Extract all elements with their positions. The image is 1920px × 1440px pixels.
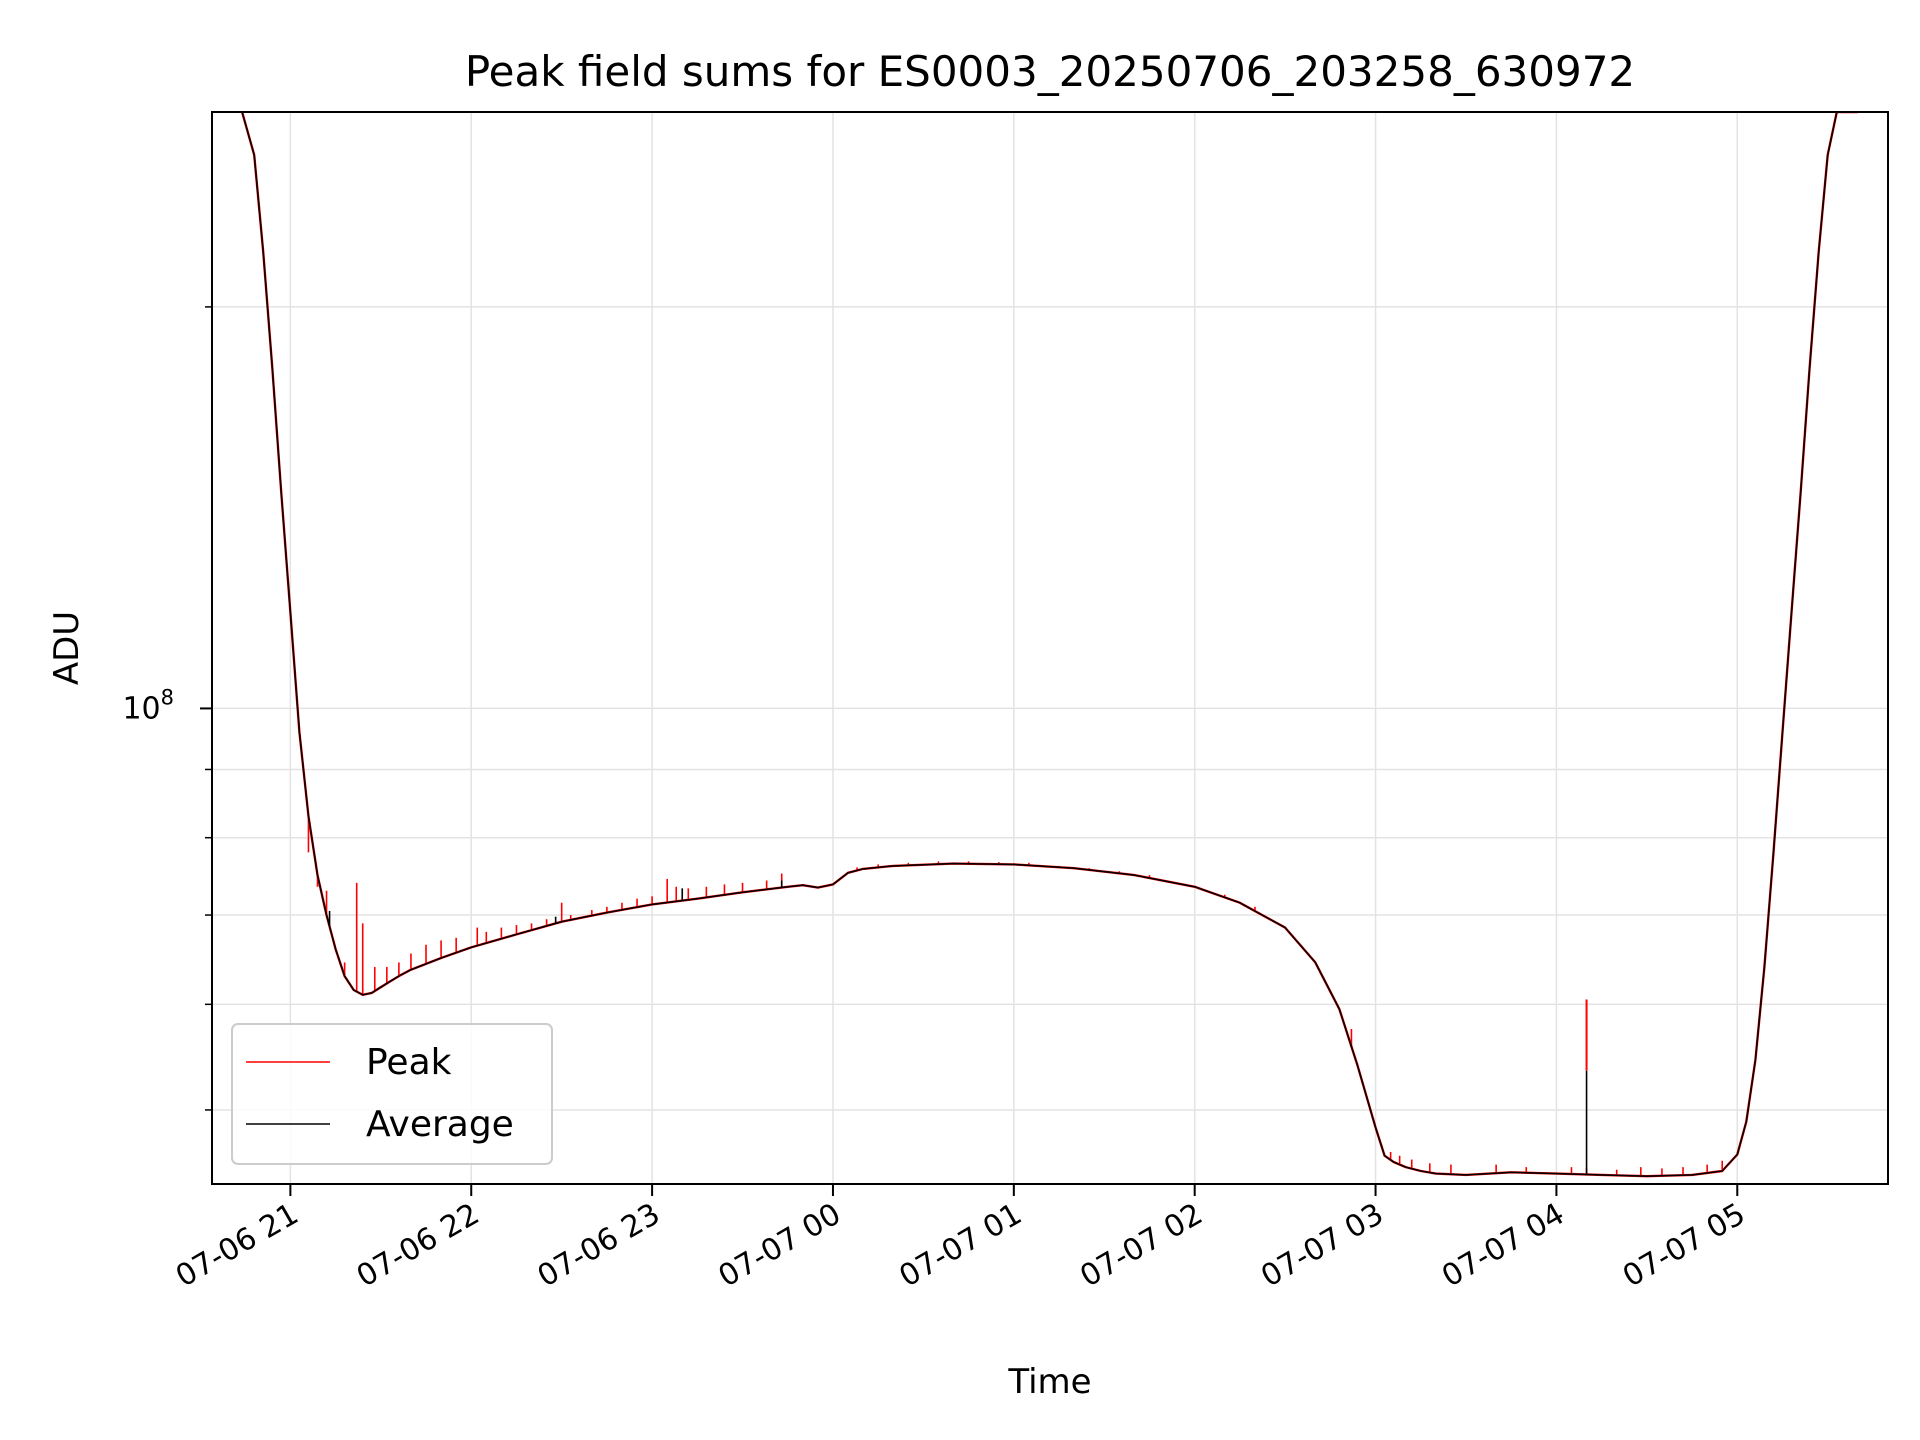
legend-label-peak: Peak <box>366 1042 452 1083</box>
legend: Peak Average <box>231 1023 553 1165</box>
x-axis-label: Time <box>1007 1362 1091 1402</box>
y-tick-label-exponent-0: 8 <box>161 685 174 709</box>
plot-area <box>240 112 1858 1178</box>
series-line-average <box>241 112 1858 1177</box>
legend-label-average: Average <box>366 1104 514 1145</box>
chart-title: Peak field sums for ES0003_20250706_2032… <box>465 47 1635 96</box>
y-axis-label: ADU <box>47 611 87 685</box>
plot-frame <box>211 111 1889 1185</box>
legend-box <box>231 1023 553 1165</box>
y-tick-label-0: 108 <box>122 685 174 726</box>
grid <box>212 112 1888 1184</box>
series-average <box>241 112 1858 1177</box>
y-axis: 108 <box>122 306 212 1111</box>
